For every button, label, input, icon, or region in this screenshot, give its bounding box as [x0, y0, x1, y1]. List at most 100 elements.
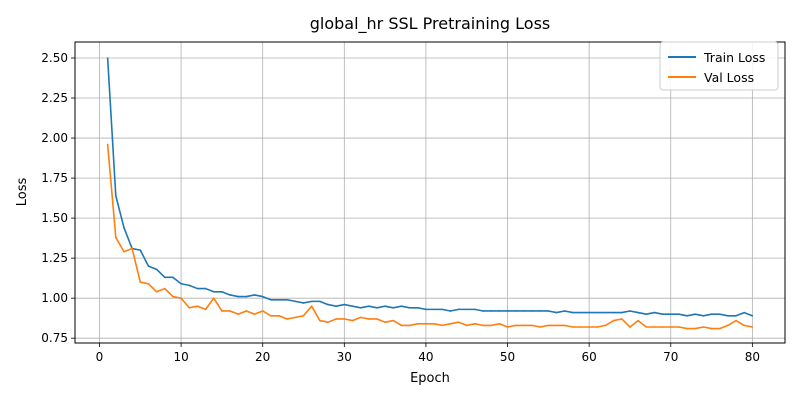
y-tick-label: 1.00 — [41, 291, 68, 305]
data-point-val-loss — [735, 319, 737, 322]
data-point-val-loss — [376, 318, 378, 320]
data-point-train-loss — [645, 313, 648, 315]
data-point-val-loss — [433, 322, 435, 325]
data-point-train-loss — [278, 298, 280, 301]
series-line-train-loss — [106, 57, 753, 317]
data-point-train-loss — [319, 300, 321, 303]
data-point-val-loss — [343, 318, 346, 320]
data-point-train-loss — [253, 294, 256, 296]
data-point-train-loss — [457, 308, 460, 311]
data-point-train-loss — [465, 308, 468, 311]
data-point-val-loss — [319, 319, 321, 322]
data-point-train-loss — [735, 314, 737, 317]
data-point-train-loss — [155, 268, 158, 271]
data-point-val-loss — [188, 306, 191, 309]
data-point-val-loss — [172, 295, 174, 298]
data-point-train-loss — [270, 298, 272, 301]
data-point-val-loss — [253, 313, 256, 315]
data-point-val-loss — [637, 319, 639, 322]
data-point-val-loss — [710, 327, 713, 330]
data-point-train-loss — [743, 311, 745, 314]
data-point-val-loss — [702, 326, 705, 328]
data-point-val-loss — [196, 305, 199, 307]
data-point-val-loss — [482, 324, 484, 327]
data-point-train-loss — [498, 310, 501, 312]
data-point-train-loss — [727, 314, 729, 317]
data-point-val-loss — [727, 324, 729, 327]
data-point-train-loss — [482, 310, 484, 312]
data-point-val-loss — [620, 318, 623, 320]
data-point-train-loss — [694, 313, 697, 315]
series-line-val-loss — [106, 144, 753, 330]
data-point-val-loss — [155, 290, 158, 293]
data-point-train-loss — [180, 282, 182, 285]
data-point-val-loss — [408, 324, 411, 327]
x-tick-label: 80 — [745, 350, 760, 364]
x-tick-label: 70 — [663, 350, 678, 364]
data-point-val-loss — [261, 310, 264, 312]
data-point-train-loss — [572, 311, 574, 314]
data-point-val-loss — [678, 326, 680, 328]
data-point-train-loss — [172, 276, 174, 279]
data-point-val-loss — [612, 319, 615, 322]
data-point-val-loss — [547, 324, 550, 327]
data-point-val-loss — [400, 324, 403, 327]
data-point-train-loss — [661, 313, 664, 315]
data-point-train-loss — [490, 310, 493, 312]
data-point-train-loss — [604, 311, 607, 314]
data-point-val-loss — [204, 308, 207, 311]
data-point-val-loss — [718, 327, 721, 330]
data-point-val-loss — [123, 250, 125, 253]
data-point-train-loss — [139, 249, 142, 251]
data-point-val-loss — [392, 319, 395, 322]
data-point-train-loss — [343, 303, 346, 306]
data-point-train-loss — [302, 302, 305, 304]
data-point-val-loss — [131, 247, 133, 250]
data-point-val-loss — [506, 326, 509, 328]
data-point-val-loss — [294, 316, 297, 319]
data-point-train-loss — [400, 305, 403, 307]
data-point-val-loss — [523, 324, 525, 327]
data-point-train-loss — [123, 226, 125, 229]
data-point-val-loss — [661, 326, 664, 328]
data-point-train-loss — [294, 300, 297, 303]
data-point-train-loss — [335, 305, 337, 307]
data-point-val-loss — [163, 287, 166, 290]
data-point-val-loss — [106, 143, 109, 146]
data-point-train-loss — [212, 290, 215, 293]
x-tick-label: 10 — [173, 350, 188, 364]
data-point-val-loss — [743, 324, 745, 327]
y-tick-label: 2.50 — [41, 51, 68, 65]
data-point-val-loss — [310, 305, 313, 307]
data-point-train-loss — [629, 310, 631, 312]
data-point-val-loss — [270, 314, 272, 317]
data-point-val-loss — [327, 321, 329, 323]
data-point-train-loss — [416, 306, 419, 309]
data-point-train-loss — [408, 306, 411, 309]
data-point-train-loss — [547, 310, 550, 312]
data-point-val-loss — [490, 324, 493, 327]
data-point-train-loss — [539, 310, 541, 312]
data-point-val-loss — [384, 321, 386, 323]
data-point-val-loss — [498, 322, 501, 325]
data-point-val-loss — [572, 326, 574, 328]
data-point-val-loss — [237, 313, 240, 315]
data-point-val-loss — [278, 314, 280, 317]
x-tick-label: 0 — [96, 350, 104, 364]
data-point-val-loss — [694, 327, 697, 330]
y-tick-label: 0.75 — [41, 331, 68, 345]
data-point-val-loss — [555, 324, 558, 327]
grid — [75, 42, 785, 343]
y-tick-label: 1.50 — [41, 211, 68, 225]
data-point-val-loss — [115, 236, 117, 239]
data-point-train-loss — [653, 311, 656, 314]
legend-val-label: Val Loss — [704, 70, 754, 85]
data-point-train-loss — [147, 265, 150, 267]
data-point-val-loss — [465, 324, 468, 327]
y-tick-label: 2.00 — [41, 131, 68, 145]
data-point-train-loss — [474, 308, 476, 311]
data-point-val-loss — [351, 319, 354, 322]
data-point-val-loss — [563, 324, 566, 327]
legend-train-label: Train Loss — [703, 50, 765, 65]
